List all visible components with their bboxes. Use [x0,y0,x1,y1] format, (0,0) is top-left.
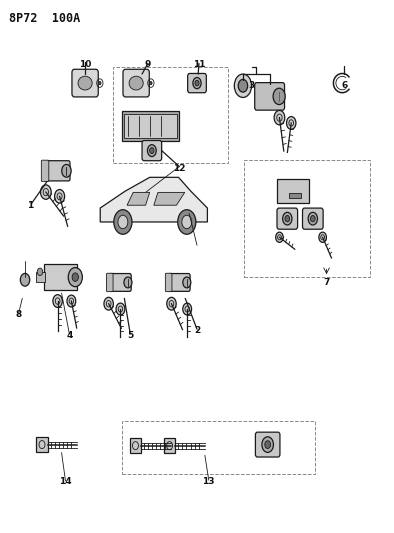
Text: 1: 1 [27,201,33,210]
Circle shape [276,232,283,243]
Bar [36,272,45,282]
Circle shape [67,295,76,307]
Text: 4: 4 [66,331,72,340]
Circle shape [195,80,199,86]
Text: 11: 11 [193,60,205,69]
Bar [277,179,309,203]
Circle shape [150,148,154,154]
Circle shape [167,297,176,310]
Circle shape [41,185,51,199]
FancyBboxPatch shape [110,273,131,292]
Circle shape [178,209,196,235]
Circle shape [37,268,43,276]
Circle shape [116,303,125,315]
Circle shape [98,82,101,85]
Circle shape [150,82,152,85]
Bar [130,438,141,453]
Circle shape [310,215,315,222]
Circle shape [286,117,296,130]
Circle shape [118,215,128,229]
Circle shape [114,209,132,235]
Circle shape [308,212,318,225]
Text: 13: 13 [203,478,215,486]
Bar [244,160,370,277]
Text: 14: 14 [59,478,72,486]
Circle shape [183,277,191,288]
Ellipse shape [78,76,92,90]
Circle shape [319,232,326,243]
FancyBboxPatch shape [277,208,297,229]
FancyBboxPatch shape [106,273,113,292]
Circle shape [68,268,82,287]
Circle shape [273,88,285,104]
Circle shape [147,144,156,157]
Bar [113,67,229,163]
Text: 5: 5 [127,331,134,340]
Text: 6: 6 [341,81,348,90]
Polygon shape [154,192,185,205]
FancyBboxPatch shape [41,160,49,181]
FancyBboxPatch shape [123,69,149,97]
Text: 10: 10 [79,60,91,69]
Text: 12: 12 [173,164,186,173]
Polygon shape [127,192,150,205]
FancyBboxPatch shape [72,69,98,97]
Bar [125,114,177,138]
FancyBboxPatch shape [303,208,323,229]
Circle shape [182,215,192,229]
Text: 8P72  100A: 8P72 100A [9,12,80,26]
FancyBboxPatch shape [169,273,190,292]
FancyBboxPatch shape [165,273,172,292]
FancyBboxPatch shape [142,141,162,161]
Circle shape [274,110,285,125]
Circle shape [183,303,191,315]
Bar [164,438,175,453]
Text: 3: 3 [249,81,255,90]
FancyBboxPatch shape [255,83,284,110]
Circle shape [54,190,65,203]
Polygon shape [100,177,207,222]
Circle shape [104,297,113,310]
FancyBboxPatch shape [45,161,70,181]
Circle shape [238,79,248,92]
Circle shape [234,74,252,98]
Bar [123,111,179,141]
Bar [36,437,48,452]
Bar [44,264,77,290]
Text: 2: 2 [194,326,200,335]
Text: 9: 9 [145,60,151,69]
Circle shape [124,277,132,288]
Circle shape [62,165,71,177]
Circle shape [193,77,201,88]
Text: 7: 7 [323,278,330,287]
Circle shape [265,441,271,448]
Circle shape [20,273,30,286]
Circle shape [72,273,78,281]
Ellipse shape [129,76,143,90]
Circle shape [285,215,290,222]
Circle shape [53,295,62,308]
Circle shape [262,437,273,453]
Text: 8: 8 [15,310,22,319]
Bar [123,421,315,474]
Circle shape [282,212,292,225]
FancyBboxPatch shape [188,74,206,93]
FancyBboxPatch shape [255,432,280,457]
Bar [289,193,301,198]
